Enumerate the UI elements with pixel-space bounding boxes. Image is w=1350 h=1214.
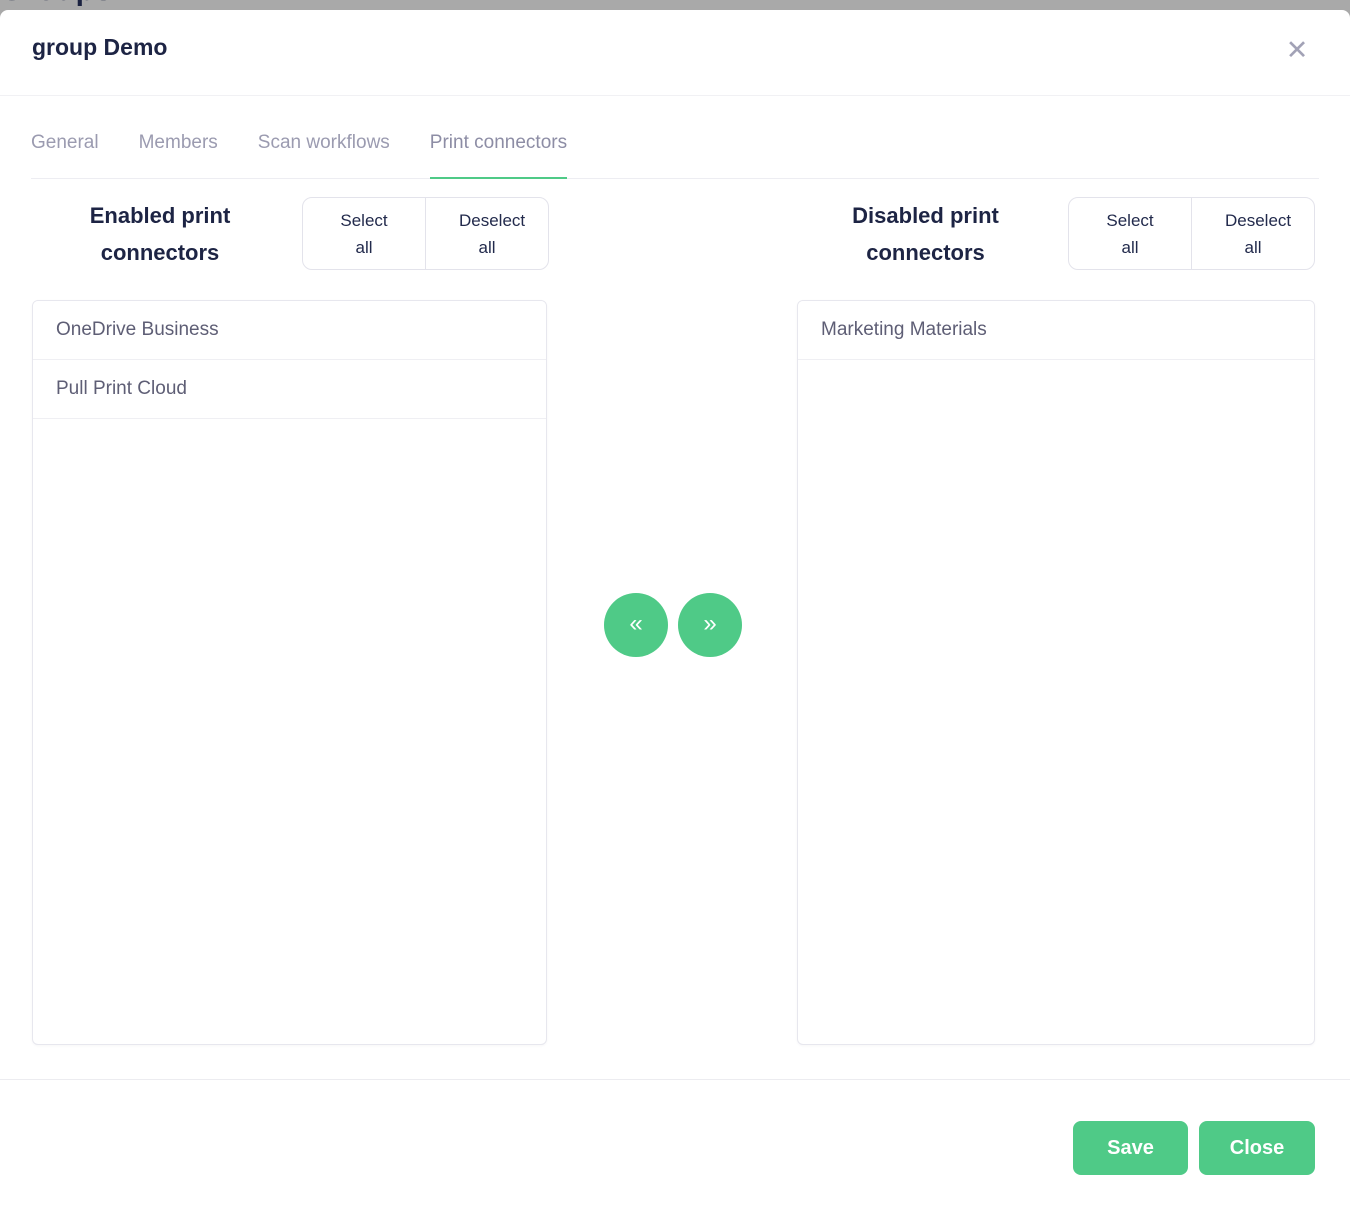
- list-item-pull-print-cloud[interactable]: Pull Print Cloud: [33, 360, 546, 419]
- close-button[interactable]: Close: [1199, 1121, 1315, 1175]
- move-left-button[interactable]: «: [604, 593, 668, 657]
- enabled-deselect-all-button[interactable]: Deselect all: [425, 198, 548, 269]
- chevrons-left-icon: «: [629, 609, 643, 637]
- disabled-deselect-all-label: Deselect all: [1225, 210, 1292, 257]
- enabled-connectors-list: OneDrive Business Pull Print Cloud: [32, 300, 547, 1045]
- tab-members[interactable]: Members: [138, 132, 218, 153]
- enabled-panel-header: Enabled print connectors Select all Dese…: [32, 197, 549, 270]
- disabled-select-button-group: Select all Deselect all: [1068, 197, 1315, 270]
- enabled-select-button-group: Select all Deselect all: [302, 197, 549, 270]
- modal-title: group Demo: [32, 34, 168, 60]
- footer-divider: [0, 1079, 1350, 1080]
- background-page-title: Groups: [0, 0, 113, 8]
- enabled-deselect-all-label: Deselect all: [459, 210, 526, 257]
- save-button[interactable]: Save: [1073, 1121, 1188, 1175]
- background-page-strip: Groups: [0, 0, 1350, 10]
- modal-header: group Demo ✕: [0, 10, 1350, 96]
- list-item-marketing-materials[interactable]: Marketing Materials: [798, 301, 1314, 360]
- group-edit-modal: group Demo ✕ General Members Scan workfl…: [0, 10, 1350, 1214]
- disabled-panel-header: Disabled print connectors Select all Des…: [797, 197, 1315, 270]
- transfer-controls: « »: [604, 593, 742, 657]
- enabled-select-all-button[interactable]: Select all: [303, 198, 425, 269]
- list-item-onedrive-business[interactable]: OneDrive Business: [33, 301, 546, 360]
- move-right-button[interactable]: »: [678, 593, 742, 657]
- disabled-select-all-button[interactable]: Select all: [1069, 198, 1191, 269]
- enabled-panel-title: Enabled print connectors: [89, 202, 231, 265]
- tab-print-connectors[interactable]: Print connectors: [429, 131, 568, 179]
- tab-scan-workflows[interactable]: Scan workflows: [257, 132, 390, 153]
- tab-bar: General Members Scan workflows Print con…: [31, 131, 1319, 179]
- chevrons-right-icon: »: [703, 609, 717, 637]
- disabled-connectors-list: Marketing Materials: [797, 300, 1315, 1045]
- close-icon[interactable]: ✕: [1277, 30, 1317, 70]
- disabled-select-all-label: Select all: [1106, 210, 1154, 257]
- disabled-deselect-all-button[interactable]: Deselect all: [1191, 198, 1314, 269]
- tab-general[interactable]: General: [31, 132, 99, 153]
- disabled-panel-title: Disabled print connectors: [852, 202, 999, 265]
- enabled-select-all-label: Select all: [340, 210, 388, 257]
